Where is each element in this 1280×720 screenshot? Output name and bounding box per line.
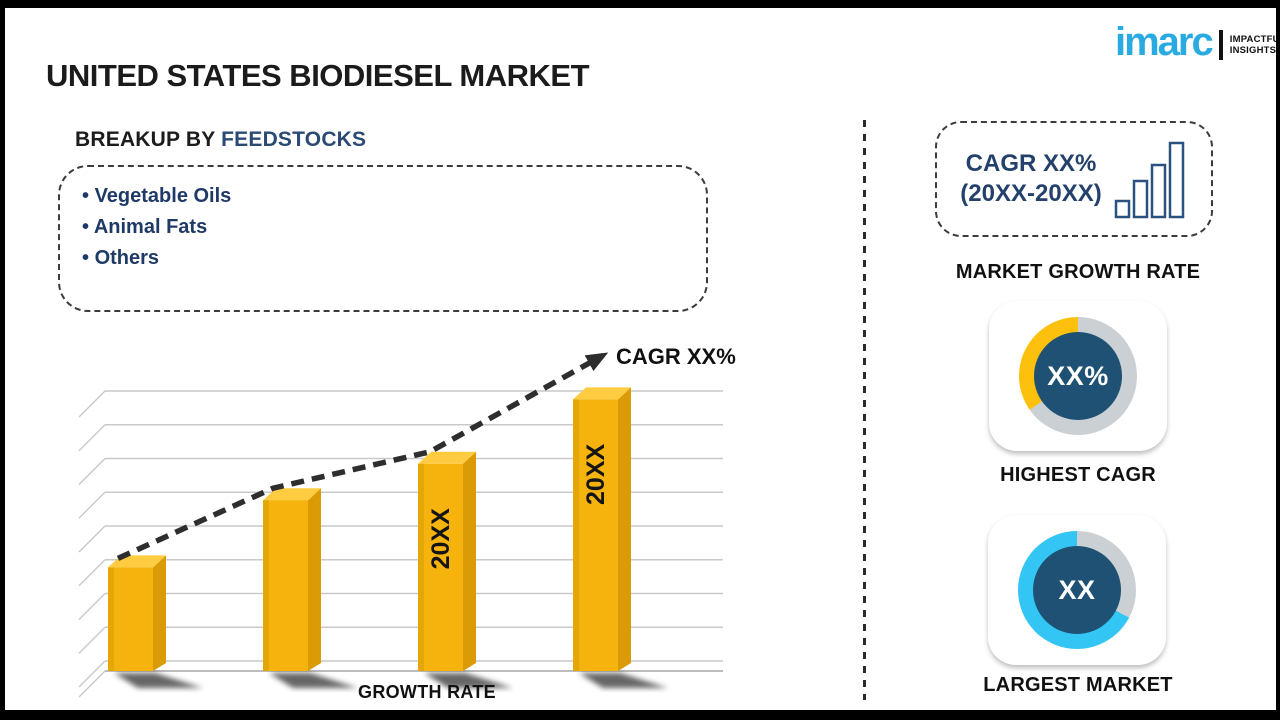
imarc-wordmark: imarc xyxy=(1115,20,1214,64)
list-item: Animal Fats xyxy=(82,212,706,243)
list-item: Vegetable Oils xyxy=(82,181,706,212)
logo-tagline-line2: INSIGHTS xyxy=(1229,45,1277,56)
cagr-box: CAGR XX% (20XX-20XX) xyxy=(935,121,1213,237)
bar xyxy=(418,463,463,671)
largest-market-label: LARGEST MARKET xyxy=(983,674,1173,696)
grid-tick xyxy=(78,670,106,698)
largest-market-value: XX xyxy=(1058,574,1096,605)
bar xyxy=(108,567,153,671)
cagr-period: (20XX-20XX) xyxy=(960,180,1102,207)
bar-chart-icon xyxy=(1114,141,1184,219)
donut-hole xyxy=(1033,546,1121,634)
bar-side-face xyxy=(618,387,631,671)
largest-market-card: XX xyxy=(988,515,1166,665)
cagr-box-text: CAGR XX% (20XX-20XX) xyxy=(960,149,1101,209)
bar-shadow xyxy=(579,673,668,688)
grid-tick xyxy=(78,593,106,620)
highest-cagr-donut: XX% xyxy=(1019,317,1137,435)
highest-cagr-card: XX% xyxy=(989,301,1167,451)
logo-tagline-line1: IMPACTFUL xyxy=(1229,34,1280,45)
logo-tagline: IMPACTFUL INSIGHTS xyxy=(1229,34,1280,56)
logo-divider xyxy=(1218,30,1223,60)
list-item: Others xyxy=(82,243,706,274)
cagr-annotation: CAGR XX% xyxy=(616,344,736,369)
bar-top-face xyxy=(263,488,321,501)
bar-side-face xyxy=(463,451,476,671)
bar-edge xyxy=(263,500,269,671)
grid-tick xyxy=(78,424,106,452)
bar-edge xyxy=(108,567,114,671)
section-divider xyxy=(863,120,866,700)
grid-tick xyxy=(78,491,106,519)
bar-edge xyxy=(418,463,424,671)
bar-top-face xyxy=(418,451,476,464)
cagr-value: CAGR XX% xyxy=(965,150,1097,177)
bar-side-face xyxy=(153,555,166,671)
bar-edge xyxy=(573,399,579,671)
grid-tick xyxy=(78,458,106,485)
grid-tick xyxy=(78,626,106,654)
bar-shadow xyxy=(114,673,203,688)
breakup-box: Vegetable Oils Animal Fats Others xyxy=(58,165,708,312)
bar xyxy=(573,399,618,671)
grid-tick xyxy=(78,660,106,688)
bar-label: 20XX xyxy=(582,444,610,505)
bar-top-face xyxy=(108,555,166,568)
page-title: UNITED STATES BIODIESEL MARKET xyxy=(46,58,590,93)
bar-top-face xyxy=(573,387,631,400)
grid-tick xyxy=(78,559,106,587)
bar-label: 20XX xyxy=(427,508,455,569)
market-growth-rate-label: MARKET GROWTH RATE xyxy=(955,261,1201,283)
x-axis-label: GROWTH RATE xyxy=(358,682,496,702)
breakup-heading: BREAKUP BY FEEDSTOCKS xyxy=(75,128,366,152)
breakup-heading-prefix: BREAKUP BY xyxy=(75,128,222,151)
brand-logo: imarc IMPACTFUL INSIGHTS xyxy=(1115,18,1280,66)
breakup-heading-highlight: FEEDSTOCKS xyxy=(221,128,367,151)
bar xyxy=(263,500,308,671)
feedstock-list: Vegetable Oils Animal Fats Others xyxy=(60,167,706,274)
highest-cagr-value: XX% xyxy=(1047,360,1109,391)
donut-hole xyxy=(1034,332,1122,420)
grid-tick xyxy=(78,390,106,418)
largest-market-donut: XX xyxy=(1018,531,1136,649)
grid-tick xyxy=(78,525,106,553)
trend-line xyxy=(116,352,609,561)
highest-cagr-label: HIGHEST CAGR xyxy=(1000,464,1156,486)
bar-side-face xyxy=(308,488,321,671)
